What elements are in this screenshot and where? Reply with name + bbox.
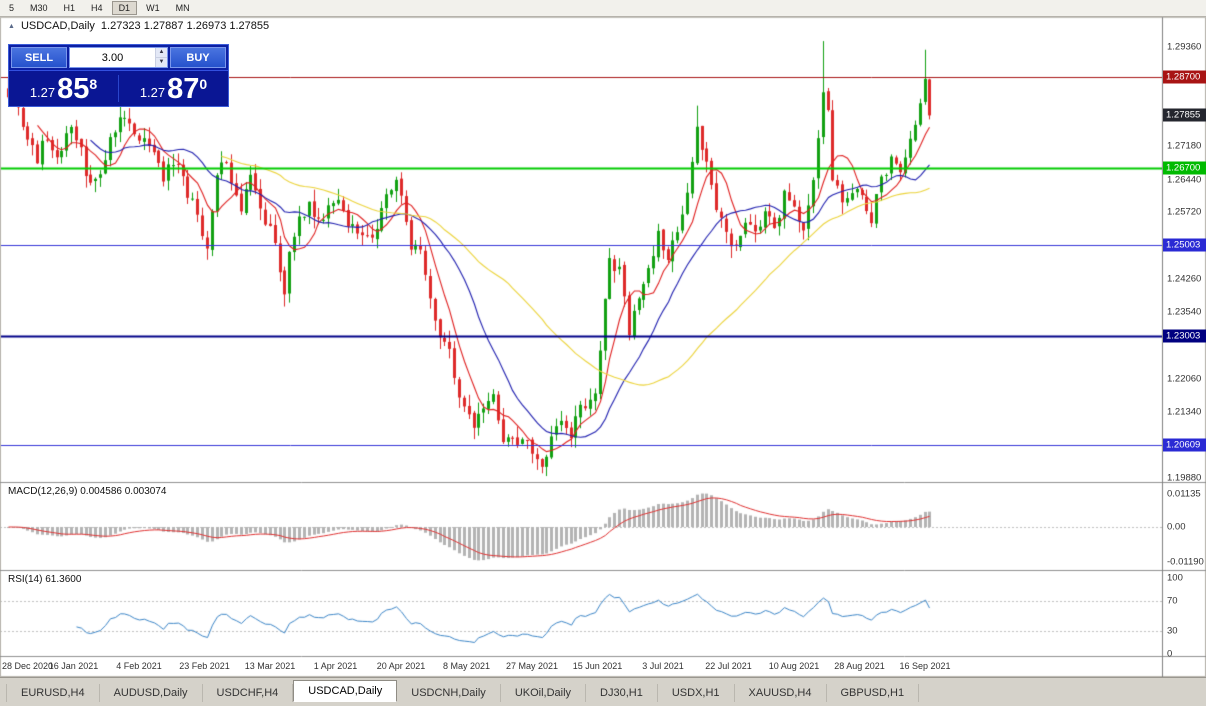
timeframe-h1[interactable]: H1 [57,1,83,15]
chart-ohlc-values: 1.27323 1.27887 1.26973 1.27855 [100,20,270,32]
price-tick: 1.27180 [1167,140,1202,152]
date-label: 1 Apr 2021 [313,661,358,671]
rsi-tick: 0 [1167,648,1173,660]
date-label: 15 Jun 2021 [572,661,623,671]
price-tick: 1.26440 [1167,174,1202,186]
macd-tick: 0.01135 [1167,488,1201,500]
price-tick: 1.29360 [1167,41,1202,53]
rsi-tick: 30 [1167,625,1178,637]
volume-field: ▲ ▼ [69,47,168,68]
tab-gbpusd-h1[interactable]: GBPUSD,H1 [827,684,920,702]
tab-usdcnh-daily[interactable]: USDCNH,Daily [397,684,501,702]
price-level-badge: 1.26700 [1163,161,1206,175]
chart-tabs-bar: EURUSD,H4 AUDUSD,Daily USDCHF,H4 USDCAD,Dai… [0,677,1206,706]
timeframe-5[interactable]: 5 [2,1,21,15]
rsi-tick: 100 [1167,572,1183,584]
tab-ukoil-daily[interactable]: UKOil,Daily [501,684,587,702]
macd-tick: -0.01190 [1167,556,1204,567]
buy-button[interactable]: BUY [170,47,226,68]
price-divider [118,75,119,102]
sell-price-display[interactable]: 1.27 85 8 [9,71,118,106]
tab-dj30-h1[interactable]: DJ30,H1 [586,684,658,702]
price-tick: 1.22060 [1167,373,1202,385]
volume-decrease-button[interactable]: ▼ [156,58,167,67]
date-label: 28 Dec 2020 [2,661,54,671]
macd-tick: 0.00 [1167,521,1186,533]
date-label: 13 Mar 2021 [244,661,296,671]
price-level-badge: 1.20609 [1163,438,1206,452]
date-label: 23 Feb 2021 [179,661,230,671]
price-tick: 1.23540 [1167,306,1202,318]
buy-price-display[interactable]: 1.27 87 0 [119,71,228,106]
buy-price-pipette: 0 [199,76,208,92]
volume-increase-button[interactable]: ▲ [156,48,167,58]
macd-label: MACD(12,26,9) 0.004586 0.003074 [8,486,167,497]
tab-eurusd-h4[interactable]: EURUSD,H4 [6,684,100,702]
date-label: 3 Jul 2021 [642,661,684,671]
current-price-badge: 1.27855 [1163,108,1206,122]
date-label: 10 Aug 2021 [768,661,820,671]
chart-symbol-period: USDCAD,Daily [20,20,95,32]
date-label: 22 Jul 2021 [705,661,752,671]
sell-price-prefix: 1.27 [29,85,56,100]
chart-title: ▲ USDCAD,Daily 1.27323 1.27887 1.26973 1… [8,20,269,32]
sell-button[interactable]: SELL [11,47,67,68]
price-tick: 1.24260 [1167,273,1202,285]
sell-price-pipette: 8 [89,76,98,92]
date-label: 28 Aug 2021 [834,661,885,671]
buy-price-prefix: 1.27 [139,85,166,100]
rsi-tick: 70 [1167,595,1178,607]
price-tick: 1.21340 [1167,406,1202,418]
date-label: 20 Apr 2021 [376,661,426,671]
timeframe-d1[interactable]: D1 [111,1,138,15]
price-level-badge: 1.25003 [1163,238,1206,252]
timeframe-w1[interactable]: W1 [139,1,167,15]
tab-usdchf-h4[interactable]: USDCHF,H4 [203,684,294,702]
tab-xauusd-h4[interactable]: XAUUSD,H4 [735,684,827,702]
date-label: 8 May 2021 [442,661,491,671]
date-label: 4 Feb 2021 [116,661,162,671]
one-click-trading-panel: SELL ▲ ▼ BUY 1.27 85 8 1.27 87 0 [8,44,229,107]
date-label: 16 Jan 2021 [48,661,99,671]
price-tick: 1.19880 [1167,472,1202,484]
timeframe-mn[interactable]: MN [169,1,197,15]
timeframe-m30[interactable]: M30 [23,1,55,15]
tab-usdcad-daily[interactable]: USDCAD,Daily [293,680,398,702]
price-level-badge: 1.23003 [1163,329,1206,343]
buy-price-pips: 87 [167,73,200,105]
price-level-badge: 1.28700 [1163,70,1206,84]
volume-input[interactable] [70,48,155,67]
tab-usdx-h1[interactable]: USDX,H1 [658,684,735,702]
sell-price-pips: 85 [57,73,90,105]
price-tick: 1.25720 [1167,206,1202,218]
tab-audusd-daily[interactable]: AUDUSD,Daily [100,684,203,702]
rsi-label: RSI(14) 61.3600 [8,574,82,585]
timeframe-toolbar: 5 M30 H1 H4 D1 W1 MN [0,0,1206,17]
date-label: 27 May 2021 [505,661,559,671]
date-label: 16 Sep 2021 [899,661,951,671]
chart-marker-icon: ▲ [8,22,15,30]
timeframe-h4[interactable]: H4 [84,1,110,15]
